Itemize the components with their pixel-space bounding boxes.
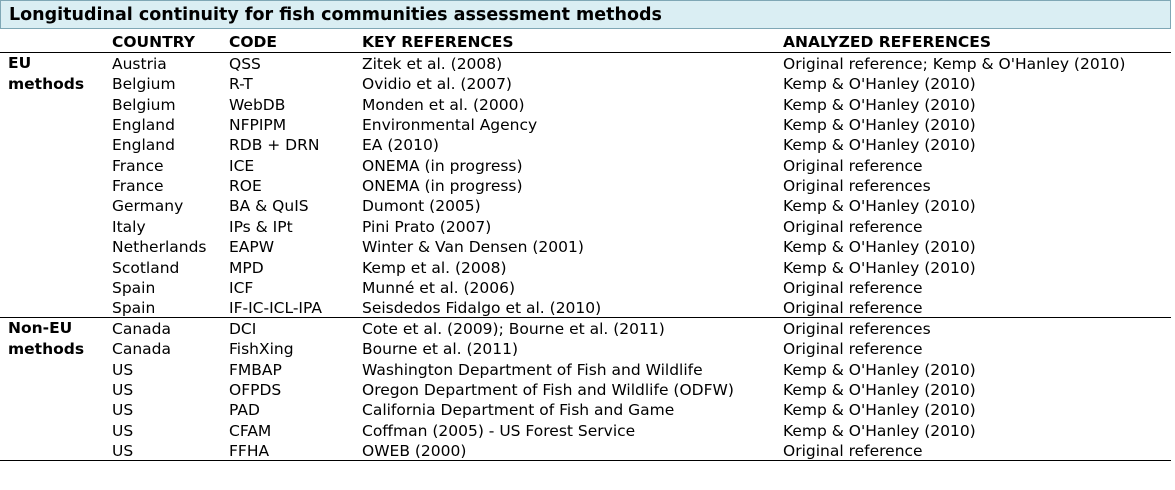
code-cell: FFHA [229, 442, 270, 461]
key-reference-cell: Dumont (2005) [362, 197, 481, 216]
header-analyzed-references: ANALYZED REFERENCES [783, 33, 992, 51]
key-reference-cell: Washington Department of Fish and Wildli… [362, 360, 703, 379]
key-reference-cell: Ovidio et al. (2007) [362, 75, 512, 94]
code-cell: IPs & IPt [229, 217, 293, 236]
group-label-line1: EU [8, 54, 32, 72]
group-divider-rule [0, 317, 1171, 318]
key-reference-cell: ONEMA (in progress) [362, 177, 523, 196]
key-reference-cell: Cote et al. (2009); Bourne et al. (2011) [362, 320, 665, 338]
key-reference-cell: Bourne et al. (2011) [362, 340, 519, 359]
group-label-line2: methods [8, 75, 85, 93]
analyzed-reference-cell: Kemp & O'Hanley (2010) [783, 381, 976, 400]
analyzed-reference-cell: Original references [783, 177, 931, 196]
code-cell: OFPDS [229, 381, 282, 400]
analyzed-reference-cell: Original reference [783, 299, 923, 318]
analyzed-reference-cell: Kemp & O'Hanley (2010) [783, 75, 976, 94]
country-cell: France [112, 177, 164, 196]
table-title-bar: Longitudinal continuity for fish communi… [0, 0, 1171, 29]
key-reference-cell: OWEB (2000) [362, 442, 467, 461]
code-cell: WebDB [229, 95, 286, 114]
analyzed-reference-cell: Kemp & O'Hanley (2010) [783, 421, 976, 440]
group-label-line1: Non-EU [8, 319, 73, 337]
country-cell: Canada [112, 340, 171, 359]
key-reference-cell: California Department of Fish and Game [362, 401, 675, 420]
analyzed-reference-cell: Kemp & O'Hanley (2010) [783, 238, 976, 257]
analyzed-reference-cell: Kemp & O'Hanley (2010) [783, 197, 976, 216]
country-cell: Germany [112, 197, 184, 216]
code-cell: FMBAP [229, 360, 282, 379]
code-cell: R-T [229, 75, 253, 94]
key-reference-cell: Zitek et al. (2008) [362, 55, 503, 73]
country-cell: Netherlands [112, 238, 207, 257]
country-cell: England [112, 136, 175, 155]
analyzed-reference-cell: Original reference [783, 217, 923, 236]
code-cell: CFAM [229, 421, 272, 440]
country-cell: Canada [112, 320, 171, 338]
key-reference-cell: Munné et al. (2006) [362, 278, 516, 297]
code-cell: RDB + DRN [229, 136, 320, 155]
key-reference-cell: Monden et al. (2000) [362, 95, 525, 114]
country-cell: Spain [112, 299, 156, 318]
analyzed-reference-cell: Original references [783, 320, 931, 338]
analyzed-reference-cell: Kemp & O'Hanley (2010) [783, 258, 976, 277]
code-cell: PAD [229, 401, 260, 420]
code-cell: IF-IC-ICL-IPA [229, 299, 322, 318]
country-cell: US [112, 360, 134, 379]
code-cell: ROE [229, 177, 262, 196]
header-key-references: KEY REFERENCES [362, 33, 514, 51]
bottom-rule [0, 460, 1171, 461]
code-cell: EAPW [229, 238, 275, 257]
key-reference-cell: Environmental Agency [362, 116, 538, 135]
key-reference-cell: Winter & Van Densen (2001) [362, 238, 584, 257]
group-label-line2: methods [8, 340, 85, 358]
country-cell: Austria [112, 55, 167, 73]
key-reference-cell: EA (2010) [362, 136, 439, 155]
code-cell: QSS [229, 55, 261, 73]
code-cell: ICE [229, 156, 255, 175]
analyzed-reference-cell: Original reference; Kemp & O'Hanley (201… [783, 55, 1126, 73]
analyzed-reference-cell: Kemp & O'Hanley (2010) [783, 360, 976, 379]
country-cell: Scotland [112, 258, 180, 277]
country-cell: US [112, 401, 134, 420]
analyzed-reference-cell: Kemp & O'Hanley (2010) [783, 116, 976, 135]
analyzed-reference-cell: Kemp & O'Hanley (2010) [783, 401, 976, 420]
analyzed-reference-cell: Kemp & O'Hanley (2010) [783, 95, 976, 114]
header-country: COUNTRY [112, 33, 195, 51]
key-reference-cell: Kemp et al. (2008) [362, 258, 507, 277]
table-title: Longitudinal continuity for fish communi… [9, 5, 662, 25]
analyzed-reference-cell: Original reference [783, 340, 923, 359]
header-code: CODE [229, 33, 278, 51]
key-reference-cell: Oregon Department of Fish and Wildlife (… [362, 381, 734, 400]
country-cell: Belgium [112, 75, 176, 94]
key-reference-cell: Coffman (2005) - US Forest Service [362, 421, 636, 440]
analyzed-reference-cell: Original reference [783, 442, 923, 461]
country-cell: France [112, 156, 164, 175]
country-cell: US [112, 421, 134, 440]
code-cell: DCI [229, 320, 257, 338]
country-cell: Belgium [112, 95, 176, 114]
key-reference-cell: ONEMA (in progress) [362, 156, 523, 175]
analyzed-reference-cell: Original reference [783, 278, 923, 297]
code-cell: ICF [229, 278, 254, 297]
code-cell: FishXing [229, 340, 294, 359]
code-cell: BA & QuIS [229, 197, 309, 216]
analyzed-reference-cell: Original reference [783, 156, 923, 175]
code-cell: NFPIPM [229, 116, 287, 135]
country-cell: Spain [112, 278, 156, 297]
analyzed-reference-cell: Kemp & O'Hanley (2010) [783, 136, 976, 155]
header-rule [0, 52, 1171, 53]
country-cell: Italy [112, 217, 146, 236]
country-cell: England [112, 116, 175, 135]
key-reference-cell: Pini Prato (2007) [362, 217, 492, 236]
country-cell: US [112, 381, 134, 400]
code-cell: MPD [229, 258, 264, 277]
key-reference-cell: Seisdedos Fidalgo et al. (2010) [362, 299, 602, 318]
country-cell: US [112, 442, 134, 461]
